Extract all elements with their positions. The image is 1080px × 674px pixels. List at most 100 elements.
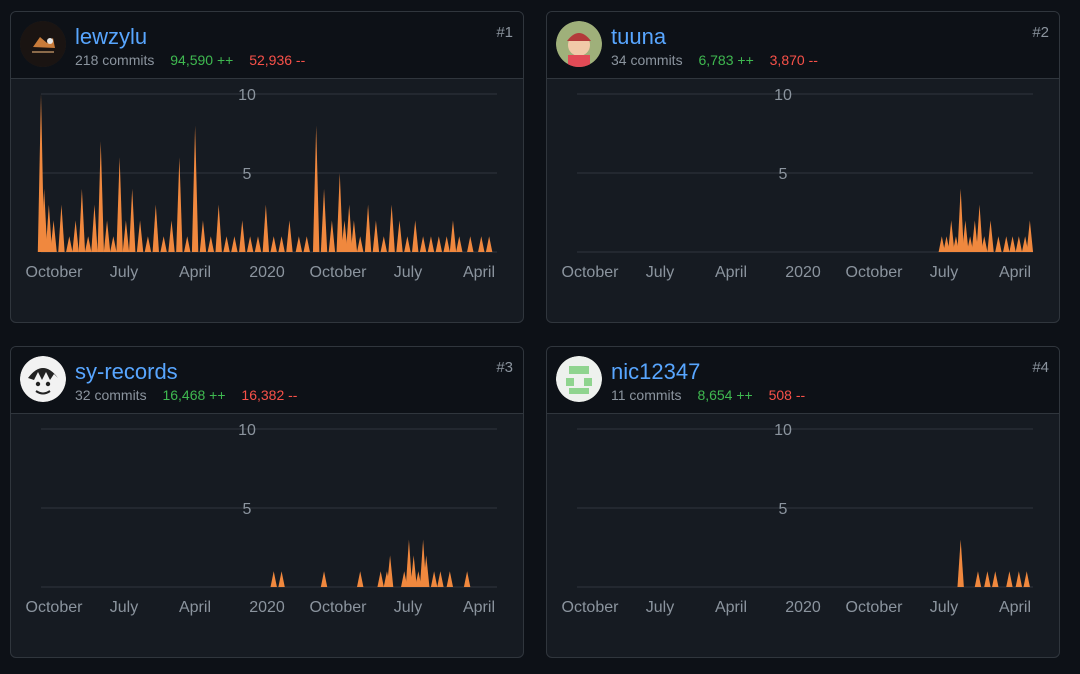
area-spike bbox=[377, 571, 384, 587]
commit-count: 11 commits bbox=[611, 387, 682, 403]
area-spike bbox=[981, 236, 988, 252]
avatar-icon[interactable] bbox=[20, 21, 66, 67]
area-spike bbox=[938, 236, 945, 252]
area-spike bbox=[278, 236, 285, 252]
area-spike bbox=[415, 571, 422, 587]
area-spike bbox=[320, 188, 328, 252]
area-spike bbox=[372, 220, 380, 252]
deletions-count: 508 -- bbox=[768, 387, 806, 403]
area-spike bbox=[312, 125, 320, 252]
area-spike bbox=[295, 236, 303, 252]
x-tick-label: October bbox=[310, 264, 368, 281]
y-tick-label: 5 bbox=[779, 501, 788, 518]
commit-count: 218 commits bbox=[75, 52, 155, 68]
area-spike bbox=[401, 571, 408, 587]
area-spike bbox=[449, 220, 457, 252]
area-spike bbox=[380, 236, 387, 252]
contribution-chart: 10 5 October July April 2020 October July April bbox=[26, 422, 497, 616]
area-spike bbox=[116, 157, 123, 252]
area-spike bbox=[405, 539, 413, 587]
area-spike bbox=[435, 236, 443, 252]
x-tick-label: 2020 bbox=[249, 599, 285, 616]
area-spike bbox=[72, 220, 79, 252]
y-tick-label: 10 bbox=[774, 87, 792, 104]
avatar-icon[interactable] bbox=[556, 21, 602, 67]
area-spike bbox=[974, 571, 982, 587]
deletions-count: 16,382 -- bbox=[241, 387, 298, 403]
area-spike bbox=[66, 236, 73, 252]
y-tick-label: 5 bbox=[779, 166, 788, 183]
deletions-count: 3,870 -- bbox=[769, 52, 818, 68]
area-spike bbox=[984, 571, 991, 587]
area-spike bbox=[410, 555, 417, 587]
area-spike bbox=[341, 220, 348, 252]
area-spike bbox=[50, 220, 57, 252]
area-spike bbox=[168, 220, 175, 252]
contribution-chart: 10 5 October July April 2020 October July April bbox=[562, 422, 1033, 616]
area-spike bbox=[144, 236, 152, 252]
area-spike bbox=[78, 188, 86, 252]
area-spike bbox=[423, 555, 430, 587]
x-tick-label: October bbox=[562, 599, 620, 616]
x-tick-label: October bbox=[562, 264, 620, 281]
area-spike bbox=[246, 236, 254, 252]
x-tick-label: October bbox=[26, 599, 84, 616]
area-spike bbox=[463, 571, 471, 587]
username-link[interactable]: nic12347 bbox=[611, 359, 701, 384]
area-spike bbox=[320, 571, 328, 587]
area-spike bbox=[966, 236, 974, 252]
area-spike bbox=[350, 220, 358, 252]
avatar-icon[interactable] bbox=[556, 356, 602, 402]
rank-label: #4 bbox=[1032, 359, 1049, 376]
area-spike bbox=[184, 236, 191, 252]
avatar-icon[interactable] bbox=[20, 356, 66, 402]
area-spike bbox=[110, 236, 117, 252]
card-header: sy-records 32 commits 16,468 ++ 16,382 -… bbox=[11, 347, 523, 414]
area-spike bbox=[231, 236, 238, 252]
x-tick-label: July bbox=[646, 599, 674, 616]
area-spike bbox=[262, 204, 270, 252]
contribution-stats: 11 commits 8,654 ++ 508 -- bbox=[611, 387, 805, 403]
x-tick-label: July bbox=[646, 264, 674, 281]
area-spike bbox=[1003, 236, 1010, 252]
area-spike bbox=[987, 220, 994, 252]
commit-count: 34 commits bbox=[611, 52, 683, 68]
area-spike bbox=[404, 236, 411, 252]
area-spike bbox=[364, 204, 372, 252]
username-link[interactable]: lewzylu bbox=[75, 24, 148, 49]
x-tick-label: July bbox=[394, 599, 422, 616]
y-tick-label: 5 bbox=[243, 166, 252, 183]
area-spike bbox=[1009, 236, 1016, 252]
area-spike bbox=[388, 204, 395, 252]
area-spike bbox=[357, 236, 364, 252]
username-link[interactable]: tuuna bbox=[611, 24, 667, 49]
contribution-chart: 10 5 October July April 2020 October July April bbox=[562, 87, 1034, 281]
x-tick-label: 2020 bbox=[785, 264, 821, 281]
area-spike bbox=[199, 220, 207, 252]
additions-count: 16,468 ++ bbox=[162, 387, 226, 403]
contributor-card-3: sy-records 32 commits 16,468 ++ 16,382 -… bbox=[10, 346, 524, 658]
y-tick-label: 10 bbox=[774, 422, 792, 439]
contribution-chart: 10 5 October July April 2020 October July April bbox=[26, 87, 497, 281]
contributor-card-1: lewzylu 218 commits 94,590 ++ 52,936 -- … bbox=[10, 11, 524, 323]
area-spike bbox=[437, 571, 444, 587]
x-tick-label: April bbox=[179, 264, 211, 281]
area-spike bbox=[976, 204, 983, 252]
area-spike bbox=[1015, 571, 1023, 587]
x-tick-label: October bbox=[846, 264, 904, 281]
area-spike bbox=[303, 236, 310, 252]
commit-count: 32 commits bbox=[75, 387, 147, 403]
area-spike bbox=[97, 141, 104, 252]
x-tick-label: July bbox=[930, 264, 958, 281]
username-link[interactable]: sy-records bbox=[75, 359, 178, 384]
y-tick-label: 5 bbox=[243, 501, 252, 518]
area-spike bbox=[103, 220, 111, 252]
x-tick-label: July bbox=[394, 264, 422, 281]
x-tick-label: July bbox=[110, 599, 138, 616]
area-spike bbox=[191, 125, 199, 252]
x-tick-label: April bbox=[463, 599, 495, 616]
rank-label: #3 bbox=[496, 359, 513, 376]
additions-count: 6,783 ++ bbox=[698, 52, 754, 68]
area-spike bbox=[357, 571, 364, 587]
area-spike bbox=[1023, 571, 1030, 587]
